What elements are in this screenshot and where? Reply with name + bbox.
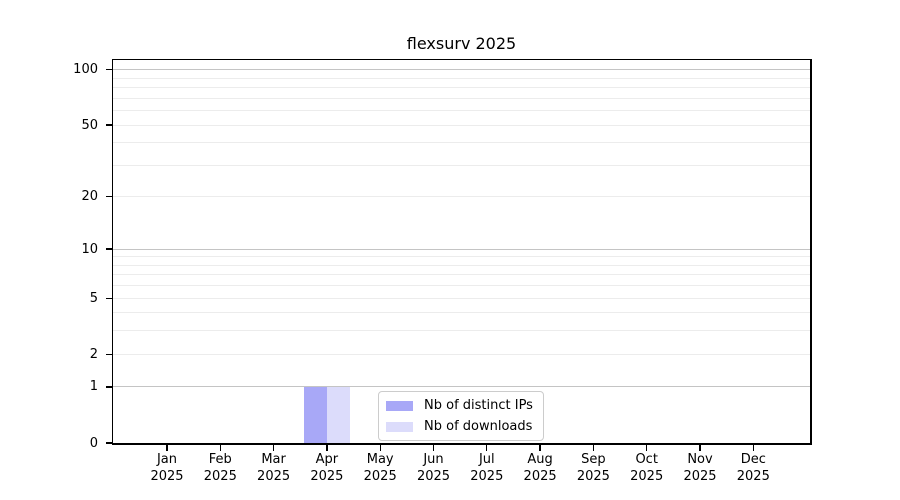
y-tick-label: 100 [73, 62, 98, 78]
x-tick-label: Apr 2025 [310, 452, 344, 484]
minor-gridline [113, 97, 810, 99]
x-tick [219, 444, 221, 451]
y-tick [105, 353, 112, 355]
x-tick [752, 444, 754, 451]
minor-gridline [113, 196, 810, 198]
x-tick [166, 444, 168, 451]
x-tick [592, 444, 595, 451]
bar [326, 386, 350, 443]
y-tick [105, 297, 112, 299]
y-tick [105, 69, 112, 71]
x-tick-label: Jul 2025 [470, 452, 504, 484]
right-spine [810, 60, 812, 445]
minor-gridline [113, 353, 810, 355]
legend: Nb of distinct IPs Nb of downloads [378, 391, 544, 441]
minor-gridline [113, 312, 810, 314]
minor-gridline [113, 330, 810, 332]
legend-label: Nb of downloads [424, 419, 533, 434]
major-gridline [113, 69, 810, 71]
bottom-spine [111, 443, 812, 445]
legend-swatch [386, 421, 413, 432]
chart-title: flexsurv 2025 [406, 34, 517, 53]
x-tick-label: Jun 2025 [416, 452, 451, 484]
x-tick [432, 444, 435, 451]
legend-item: Nb of distinct IPs [386, 396, 533, 415]
minor-gridline [113, 110, 810, 112]
major-gridline [113, 248, 810, 250]
legend-label: Nb of distinct IPs [424, 398, 533, 413]
minor-gridline [113, 77, 810, 79]
y-tick [105, 248, 112, 250]
x-tick-label: Jan 2025 [150, 452, 184, 484]
minor-gridline [113, 142, 810, 144]
x-tick [379, 444, 381, 451]
x-tick-label: May 2025 [363, 452, 397, 484]
x-tick-label: Mar 2025 [257, 452, 291, 484]
top-spine [111, 58, 812, 60]
minor-gridline [113, 297, 810, 299]
y-tick-label: 2 [89, 346, 98, 362]
y-tick-label: 0 [89, 435, 98, 451]
x-tick [699, 444, 701, 451]
y-tick-label: 50 [81, 117, 98, 133]
x-tick [646, 444, 648, 451]
x-tick [486, 444, 488, 451]
x-tick [326, 444, 328, 451]
y-tick [105, 124, 112, 126]
y-tick-label: 20 [81, 189, 98, 205]
x-tick-label: Sep 2025 [576, 452, 610, 484]
bar [303, 386, 327, 443]
x-tick-label: Dec 2025 [736, 452, 770, 484]
y-tick [105, 442, 112, 444]
x-tick-label: Aug 2025 [523, 452, 557, 484]
minor-gridline [113, 264, 810, 266]
y-tick [105, 386, 112, 388]
left-spine [111, 60, 113, 445]
major-gridline [113, 386, 810, 388]
minor-gridline [113, 285, 810, 287]
minor-gridline [113, 256, 810, 258]
x-tick [272, 444, 275, 451]
x-tick-label: Feb 2025 [203, 452, 237, 484]
y-tick-label: 5 [89, 290, 98, 306]
minor-gridline [113, 164, 810, 166]
x-tick-label: Nov 2025 [683, 452, 717, 484]
y-tick-label: 10 [81, 241, 98, 257]
legend-item: Nb of downloads [386, 417, 533, 436]
y-tick-label: 1 [89, 379, 98, 395]
y-tick [105, 196, 112, 198]
x-tick-label: Oct 2025 [630, 452, 664, 484]
x-tick [539, 444, 541, 451]
minor-gridline [113, 124, 810, 126]
legend-swatch [386, 400, 413, 411]
minor-gridline [113, 87, 810, 89]
minor-gridline [113, 274, 810, 276]
